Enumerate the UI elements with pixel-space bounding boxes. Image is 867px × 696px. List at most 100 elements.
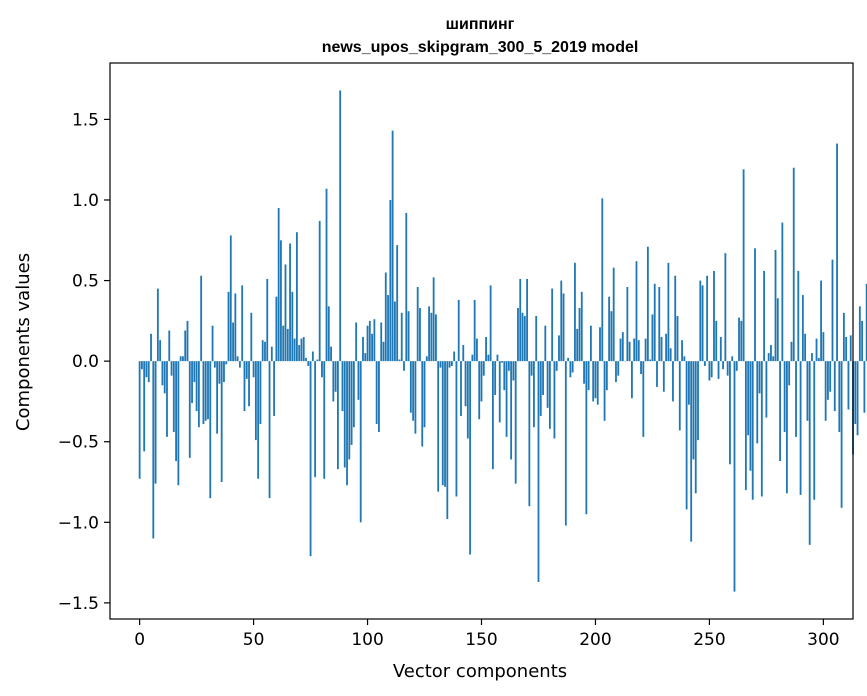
- bar: [571, 361, 574, 373]
- bar: [259, 361, 262, 424]
- bar: [831, 259, 834, 362]
- bar: [740, 320, 743, 362]
- bar: [239, 361, 241, 368]
- bar: [521, 312, 524, 362]
- bar: [216, 361, 219, 434]
- bar: [817, 357, 820, 362]
- bar: [464, 361, 467, 407]
- bar: [382, 341, 385, 362]
- bar: [672, 361, 674, 402]
- bar: [423, 361, 426, 428]
- bar: [150, 333, 152, 362]
- bar: [314, 361, 317, 478]
- bar: [362, 336, 364, 362]
- bar: [840, 361, 843, 508]
- bar: [701, 285, 704, 362]
- bar: [485, 336, 487, 362]
- bar: [829, 361, 832, 392]
- bar: [603, 361, 606, 421]
- bar: [389, 199, 392, 362]
- bar: [373, 319, 376, 362]
- y-tick-label: 1.5: [72, 110, 99, 130]
- bar: [510, 361, 513, 460]
- bar: [154, 361, 157, 484]
- y-tick-label: −1.0: [58, 513, 99, 533]
- bar: [637, 340, 640, 362]
- bar: [350, 361, 353, 445]
- bar: [827, 361, 829, 400]
- bar: [567, 357, 570, 362]
- bar: [710, 361, 713, 378]
- bar: [747, 361, 750, 436]
- bar: [441, 361, 444, 486]
- bar: [141, 361, 143, 370]
- bar: [229, 235, 232, 362]
- bar: [398, 359, 401, 362]
- bar: [507, 361, 510, 371]
- bar: [307, 361, 310, 366]
- bar: [615, 361, 617, 383]
- bar: [715, 320, 718, 362]
- bar: [182, 356, 184, 362]
- bar: [213, 361, 216, 368]
- bar: [694, 361, 697, 494]
- bar: [612, 267, 615, 362]
- bar: [808, 361, 811, 545]
- bar: [797, 270, 800, 362]
- bar: [505, 361, 508, 437]
- bar: [503, 361, 506, 391]
- bar: [856, 361, 859, 436]
- bar: [286, 328, 289, 362]
- y-tick-label: −1.5: [58, 594, 99, 614]
- bar: [667, 262, 670, 362]
- bar: [580, 291, 583, 362]
- bar: [845, 336, 848, 362]
- bar: [414, 361, 417, 434]
- bar: [197, 361, 200, 428]
- bar: [175, 361, 177, 462]
- bar: [248, 361, 250, 407]
- bar: [371, 333, 374, 362]
- bar: [742, 169, 745, 362]
- bar: [280, 240, 282, 362]
- bar: [152, 361, 155, 539]
- y-tick-label: 0.0: [72, 352, 99, 372]
- bar: [489, 285, 492, 362]
- bar: [284, 264, 287, 362]
- bar: [378, 361, 380, 433]
- bar: [195, 361, 198, 412]
- bar: [795, 361, 797, 437]
- bar: [293, 338, 296, 362]
- bar: [551, 288, 554, 362]
- bar: [291, 291, 294, 362]
- bar: [455, 361, 458, 497]
- bar: [813, 361, 816, 500]
- bar: [305, 357, 307, 362]
- bar: [749, 361, 752, 471]
- bar: [674, 275, 677, 362]
- bar: [243, 361, 246, 412]
- bar: [277, 208, 280, 362]
- bar: [327, 306, 330, 362]
- bar: [658, 287, 661, 362]
- y-axis-ticks: −1.5 −1.0 −0.5 0.0 0.5 1.0 1.5: [58, 110, 110, 614]
- y-tick-label: 1.0: [72, 191, 99, 211]
- bar: [318, 220, 321, 362]
- bar: [703, 361, 706, 366]
- x-tick-label: 150: [465, 630, 497, 650]
- bar: [375, 361, 378, 424]
- bar: [767, 353, 770, 362]
- bar: [806, 361, 809, 421]
- x-tick-label: 200: [579, 630, 611, 650]
- bar: [517, 307, 519, 362]
- bar: [512, 361, 515, 381]
- bar: [553, 361, 556, 439]
- bar: [234, 293, 237, 362]
- bar: [822, 332, 825, 362]
- bar: [535, 316, 538, 362]
- bar: [569, 361, 572, 378]
- x-tick-label: 300: [807, 630, 839, 650]
- bar: [731, 356, 734, 362]
- chart-subtitle: news_upos_skipgram_300_5_2019 model: [322, 39, 639, 56]
